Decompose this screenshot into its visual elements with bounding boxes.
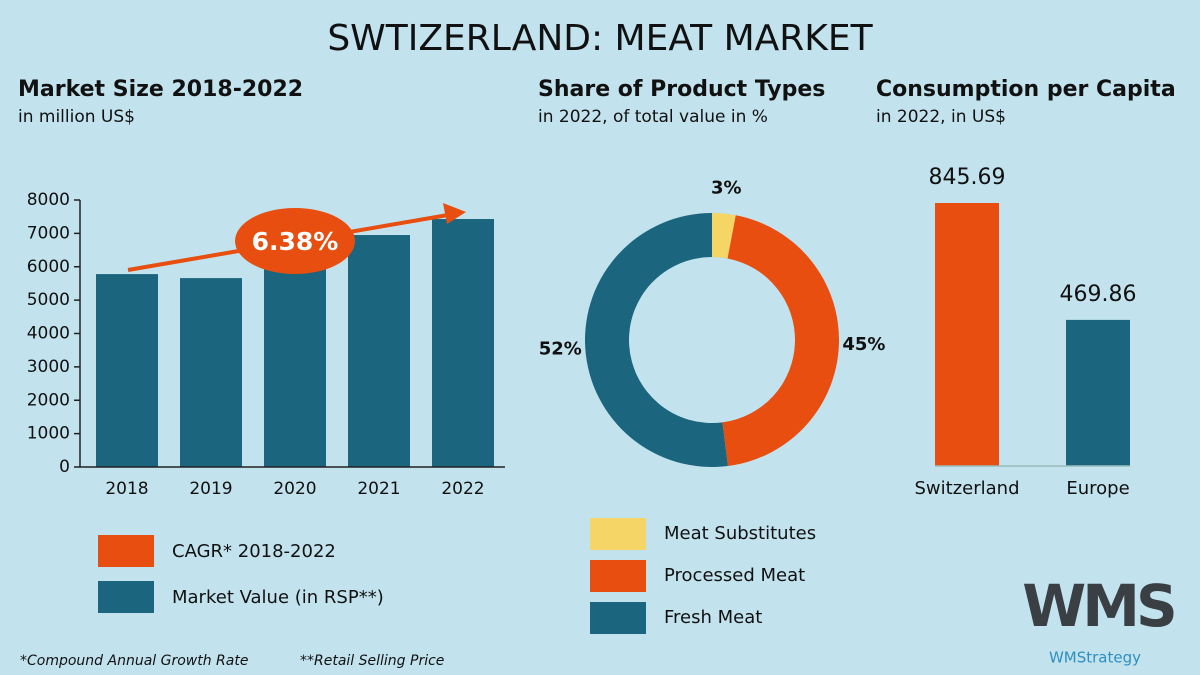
y-tick-label: 8000 bbox=[27, 190, 70, 210]
legend-label: Market Value (in RSP**) bbox=[172, 587, 384, 608]
footnote: **Retail Selling Price bbox=[300, 653, 444, 669]
data-label: 3% bbox=[711, 178, 742, 199]
legend-label: CAGR* 2018-2022 bbox=[172, 541, 336, 562]
legend-swatch bbox=[590, 602, 646, 634]
chart-subtitle: in 2022, of total value in % bbox=[538, 107, 768, 127]
bar bbox=[348, 235, 410, 467]
donut-segment bbox=[712, 213, 736, 259]
page-title: SWTIZERLAND: MEAT MARKET bbox=[327, 18, 873, 59]
donut-segment bbox=[722, 215, 839, 466]
x-tick-label: 2022 bbox=[441, 479, 484, 499]
y-tick-label: 2000 bbox=[27, 390, 70, 410]
bar bbox=[432, 219, 494, 467]
bar bbox=[180, 278, 242, 467]
x-tick-label: 2021 bbox=[357, 479, 400, 499]
data-label: 45% bbox=[842, 334, 885, 355]
data-label: 845.69 bbox=[929, 165, 1006, 190]
legend-label: Fresh Meat bbox=[664, 607, 762, 628]
y-tick-label: 5000 bbox=[27, 290, 70, 310]
y-tick-label: 0 bbox=[59, 457, 70, 477]
x-tick-label: 2018 bbox=[105, 479, 148, 499]
bar bbox=[264, 261, 326, 467]
y-tick-label: 1000 bbox=[27, 424, 70, 444]
x-tick-label: 2019 bbox=[189, 479, 232, 499]
bar bbox=[96, 274, 158, 467]
legend-label: Meat Substitutes bbox=[664, 523, 816, 544]
y-tick-label: 3000 bbox=[27, 357, 70, 377]
logo-mark: WMS bbox=[1022, 572, 1174, 640]
cagr-arrowhead bbox=[443, 203, 466, 224]
legend-label: Processed Meat bbox=[664, 565, 805, 586]
donut-segment bbox=[584, 213, 728, 467]
x-tick-label: Switzerland bbox=[915, 478, 1020, 499]
legend-swatch bbox=[98, 535, 154, 567]
bar bbox=[935, 203, 999, 466]
legend-swatch bbox=[590, 560, 646, 592]
x-tick-label: Europe bbox=[1066, 478, 1129, 499]
y-tick-label: 4000 bbox=[27, 324, 70, 344]
logo-name: WMStrategy bbox=[1049, 649, 1141, 667]
chart-title: Market Size 2018-2022 bbox=[18, 77, 303, 102]
data-label: 52% bbox=[539, 339, 582, 360]
y-tick-label: 6000 bbox=[27, 257, 70, 277]
chart-title: Share of Product Types bbox=[538, 77, 825, 102]
cagr-badge bbox=[235, 208, 355, 274]
bar bbox=[1066, 319, 1130, 466]
chart-title: Consumption per Capita bbox=[876, 77, 1176, 102]
x-tick-label: 2020 bbox=[273, 479, 316, 499]
chart-subtitle: in million US$ bbox=[18, 107, 135, 127]
chart-subtitle: in 2022, in US$ bbox=[876, 107, 1006, 127]
y-tick-label: 7000 bbox=[27, 223, 70, 243]
data-label: 469.86 bbox=[1060, 282, 1137, 307]
legend-swatch bbox=[98, 581, 154, 613]
footnote: *Compound Annual Growth Rate bbox=[20, 653, 248, 669]
cagr-label: 6.38% bbox=[252, 227, 339, 256]
legend-swatch bbox=[590, 518, 646, 550]
